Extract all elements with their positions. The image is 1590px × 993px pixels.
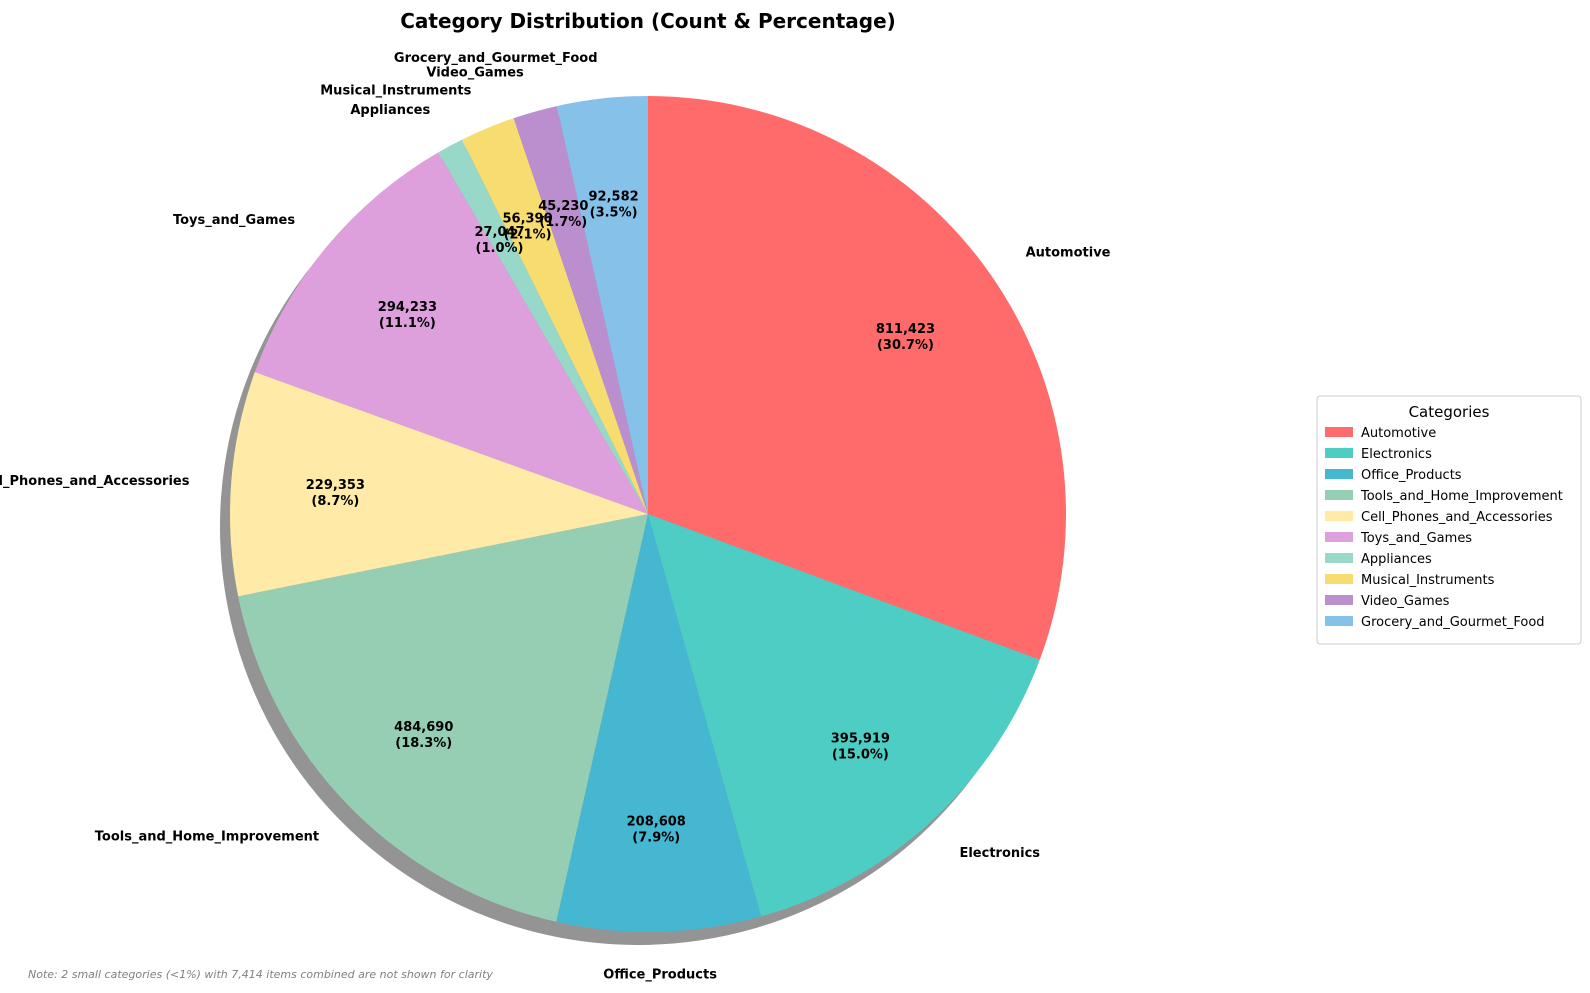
legend-swatch-office-products xyxy=(1325,469,1353,479)
slice-label-appliances: Appliances xyxy=(350,103,430,118)
slice-label-grocery-and-gourmet-food: Grocery_and_Gourmet_Food xyxy=(394,51,598,66)
slice-label-automotive: Automotive xyxy=(1026,246,1111,261)
slice-value-office-products: 208,608 xyxy=(627,814,686,829)
slice-label-musical-instruments: Musical_Instruments xyxy=(320,83,471,98)
legend-swatch-video-games xyxy=(1325,595,1353,605)
legend-label-video-games: Video_Games xyxy=(1361,594,1450,609)
legend-swatch-cell-phones-and-accessories xyxy=(1325,511,1353,521)
legend-label-toys-and-games: Toys_and_Games xyxy=(1360,531,1472,546)
slice-percent-automotive: (30.7%) xyxy=(877,338,934,353)
legend-swatch-toys-and-games xyxy=(1325,532,1353,542)
slice-label-cell-phones-and-accessories: Cell_Phones_and_Accessories xyxy=(0,474,190,489)
slice-percent-tools-and-home-improvement: (18.3%) xyxy=(395,736,452,751)
slice-value-tools-and-home-improvement: 484,690 xyxy=(394,720,453,735)
chart-title: Category Distribution (Count & Percentag… xyxy=(400,9,896,33)
legend-swatch-grocery-and-gourmet-food xyxy=(1325,616,1353,626)
slice-labels: Automotive 811,423(30.7%) Electronics 395,9… xyxy=(0,51,1111,983)
legend-swatch-automotive xyxy=(1325,427,1353,437)
legend-label-electronics: Electronics xyxy=(1361,447,1432,462)
footnote: Note: 2 small categories (<1%) with 7,41… xyxy=(28,968,493,981)
slice-value-musical-instruments: 56,390 xyxy=(502,212,552,227)
slice-video-games xyxy=(513,106,648,515)
slice-label-video-games: Video_Games xyxy=(426,65,524,80)
legend-label-automotive: Automotive xyxy=(1361,426,1436,441)
slice-percent-grocery-and-gourmet-food: (3.5%) xyxy=(590,205,638,220)
slice-percent-video-games: (1.7%) xyxy=(539,215,587,230)
legend-label-musical-instruments: Musical_Instruments xyxy=(1361,573,1495,588)
legend-label-office-products: Office_Products xyxy=(1361,468,1462,483)
slice-percent-toys-and-games: (11.1%) xyxy=(379,316,436,331)
slice-label-tools-and-home-improvement: Tools_and_Home_Improvement xyxy=(95,829,319,844)
slice-grocery-and-gourmet-food xyxy=(556,96,648,514)
legend-label-cell-phones-and-accessories: Cell_Phones_and_Accessories xyxy=(1361,510,1553,525)
slice-label-toys-and-games: Toys_and_Games xyxy=(173,213,295,228)
legend-swatch-appliances xyxy=(1325,553,1353,563)
legend-label-appliances: Appliances xyxy=(1361,552,1432,567)
slice-percent-electronics: (15.0%) xyxy=(832,748,889,763)
legend-swatch-musical-instruments xyxy=(1325,574,1353,584)
slice-percent-musical-instruments: (2.1%) xyxy=(504,228,552,243)
slice-appliances xyxy=(438,139,648,514)
slice-value-grocery-and-gourmet-food: 92,582 xyxy=(589,189,639,204)
slice-electronics xyxy=(648,514,1040,917)
slice-label-electronics: Electronics xyxy=(959,846,1040,861)
slice-value-appliances: 27,047 xyxy=(474,225,524,240)
slice-percent-appliances: (1.0%) xyxy=(476,241,524,256)
slice-musical-instruments xyxy=(461,118,648,514)
slice-office-products xyxy=(556,514,762,932)
slice-cell-phones-and-accessories xyxy=(229,372,648,597)
legend-label-grocery-and-gourmet-food: Grocery_and_Gourmet_Food xyxy=(1361,615,1545,630)
legend-title: Categories xyxy=(1409,403,1490,421)
legend-swatch-tools-and-home-improvement xyxy=(1325,490,1353,500)
slice-value-automotive: 811,423 xyxy=(876,322,935,337)
slice-value-cell-phones-and-accessories: 229,353 xyxy=(306,478,365,493)
slice-percent-cell-phones-and-accessories: (8.7%) xyxy=(311,494,359,509)
slice-value-toys-and-games: 294,233 xyxy=(378,300,437,315)
slice-toys-and-games xyxy=(254,152,649,514)
pie-slices xyxy=(229,96,1067,932)
slice-value-electronics: 395,919 xyxy=(831,732,890,747)
slice-value-video-games: 45,230 xyxy=(538,199,588,214)
legend-label-tools-and-home-improvement: Tools_and_Home_Improvement xyxy=(1360,489,1563,504)
slice-label-office-products: Office_Products xyxy=(603,968,717,983)
slice-automotive xyxy=(648,96,1067,660)
legend-box xyxy=(1316,395,1582,645)
slice-percent-office-products: (7.9%) xyxy=(632,830,680,845)
legend-swatch-electronics xyxy=(1325,448,1353,458)
slice-tools-and-home-improvement xyxy=(238,514,648,922)
legend: Categories Automotive Electronics Office_Pr… xyxy=(1316,395,1582,645)
